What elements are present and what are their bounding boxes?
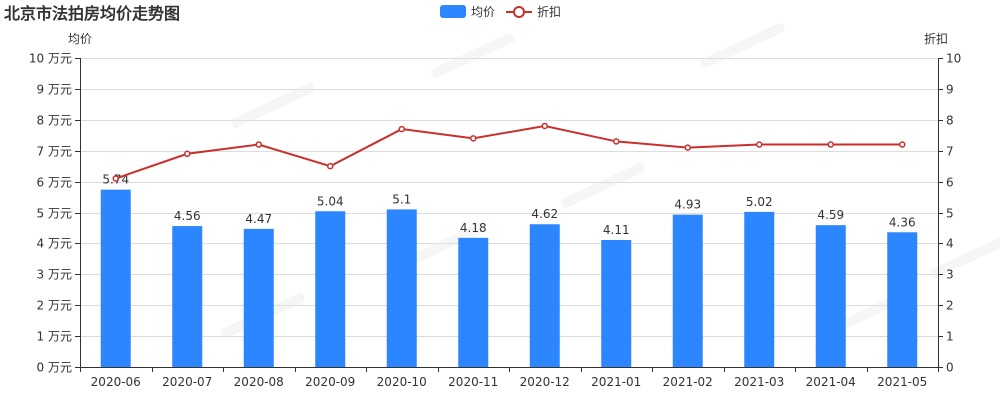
x-tick-label: 2021-01 — [591, 375, 641, 389]
bar-series — [100, 189, 918, 367]
left-tick-label: 10 万元 — [29, 52, 72, 66]
line-point — [398, 125, 405, 133]
watermark — [400, 222, 485, 269]
line-point — [255, 141, 262, 148]
right-tick-label: 10 — [946, 52, 961, 66]
left-tick-label: 7 万元 — [37, 145, 72, 159]
bar-data-label: 4.11 — [603, 223, 630, 237]
right-tick-label: 0 — [946, 361, 954, 375]
bar — [601, 240, 632, 367]
line-series — [112, 122, 906, 182]
x-tick-label: 2021-03 — [734, 375, 784, 389]
bar — [172, 226, 203, 367]
line-point — [184, 150, 191, 158]
bar — [744, 211, 775, 367]
left-tick-label: 6 万元 — [37, 176, 72, 190]
left-axis-ticks: 0 万元 1 万元 2 万元 3 万元 4 万元 5 万元 6 万元 7 万元 8 万元 9 万元… — [29, 52, 80, 375]
line-point — [684, 144, 691, 151]
watermark — [560, 162, 645, 209]
x-tick-label: 2021-05 — [877, 375, 927, 389]
left-tick-label: 1 万元 — [37, 330, 72, 344]
x-tick-label: 2020-11 — [448, 375, 498, 389]
left-axis-name: 均价 — [68, 32, 92, 46]
legend-bar-swatch — [440, 5, 466, 18]
line-point — [827, 141, 834, 148]
x-tick-label: 2020-07 — [162, 375, 212, 389]
discount-line — [115, 124, 903, 180]
legend[interactable]: 均价 折扣 — [440, 4, 561, 19]
bar — [815, 225, 846, 367]
bar — [100, 189, 131, 367]
right-tick-label: 3 — [946, 268, 954, 282]
line-point — [541, 122, 548, 130]
line-point — [327, 162, 334, 170]
bar-data-label: 5.1 — [392, 192, 411, 206]
bar — [243, 228, 274, 367]
left-tick-label: 8 万元 — [37, 114, 72, 128]
right-tick-label: 8 — [946, 114, 954, 128]
bar-data-label: 4.56 — [174, 209, 201, 223]
line-point — [756, 141, 763, 148]
axes — [80, 58, 939, 368]
bar — [386, 209, 417, 367]
bar — [887, 232, 918, 367]
line-point — [613, 138, 620, 145]
bar-data-label: 4.59 — [817, 208, 844, 222]
x-tick-label: 2020-10 — [377, 375, 427, 389]
right-axis-ticks: 0 1 2 3 4 5 6 7 8 9 10 — [938, 52, 961, 375]
bar-data-label: 4.36 — [889, 215, 916, 229]
left-tick-label: 3 万元 — [37, 268, 72, 282]
line-point — [899, 141, 906, 148]
bar — [458, 237, 489, 367]
bar-data-label: 5.04 — [317, 194, 344, 208]
left-tick-label: 5 万元 — [37, 207, 72, 221]
bar — [672, 214, 703, 367]
bar-data-label: 5.02 — [746, 195, 773, 209]
bar — [529, 224, 560, 367]
bar-data-label: 4.62 — [531, 207, 558, 221]
right-axis-name: 折扣 — [924, 31, 948, 46]
right-tick-label: 2 — [946, 299, 954, 313]
right-tick-label: 1 — [946, 330, 954, 344]
x-tick-label: 2020-12 — [520, 375, 570, 389]
line-point — [112, 175, 119, 182]
x-tick-label: 2020-08 — [234, 375, 284, 389]
legend-line-label: 折扣 — [537, 4, 561, 19]
right-tick-label: 6 — [946, 176, 954, 190]
watermark — [230, 82, 315, 129]
gridlines — [80, 58, 938, 337]
watermark — [930, 232, 1000, 279]
line-point — [470, 135, 477, 142]
watermark — [430, 32, 515, 79]
bar — [315, 211, 346, 367]
right-tick-label: 9 — [946, 83, 954, 97]
left-tick-label: 4 万元 — [37, 237, 72, 251]
x-tick-label: 2020-06 — [91, 375, 141, 389]
left-tick-label: 9 万元 — [37, 83, 72, 97]
x-tick-label: 2021-02 — [663, 375, 713, 389]
bar-data-label: 4.93 — [674, 198, 701, 212]
right-tick-label: 4 — [946, 237, 954, 251]
watermarks — [220, 22, 1000, 339]
x-axis-ticks: 2020-06 2020-07 2020-08 2020-09 2020-10 2020-… — [80, 367, 939, 389]
legend-line-marker — [513, 6, 525, 18]
right-tick-label: 5 — [946, 207, 954, 221]
x-tick-label: 2021-04 — [806, 375, 856, 389]
chart-title: 北京市法拍房均价走势图 — [4, 4, 180, 23]
left-tick-label: 2 万元 — [37, 299, 72, 313]
bar-data-label: 4.18 — [460, 221, 487, 235]
watermark — [700, 22, 785, 69]
x-tick-label: 2020-09 — [305, 375, 355, 389]
left-tick-label: 0 万元 — [37, 361, 72, 375]
right-tick-label: 7 — [946, 145, 954, 159]
legend-bar-label: 均价 — [471, 5, 495, 19]
bar-data-label: 4.47 — [245, 212, 272, 226]
